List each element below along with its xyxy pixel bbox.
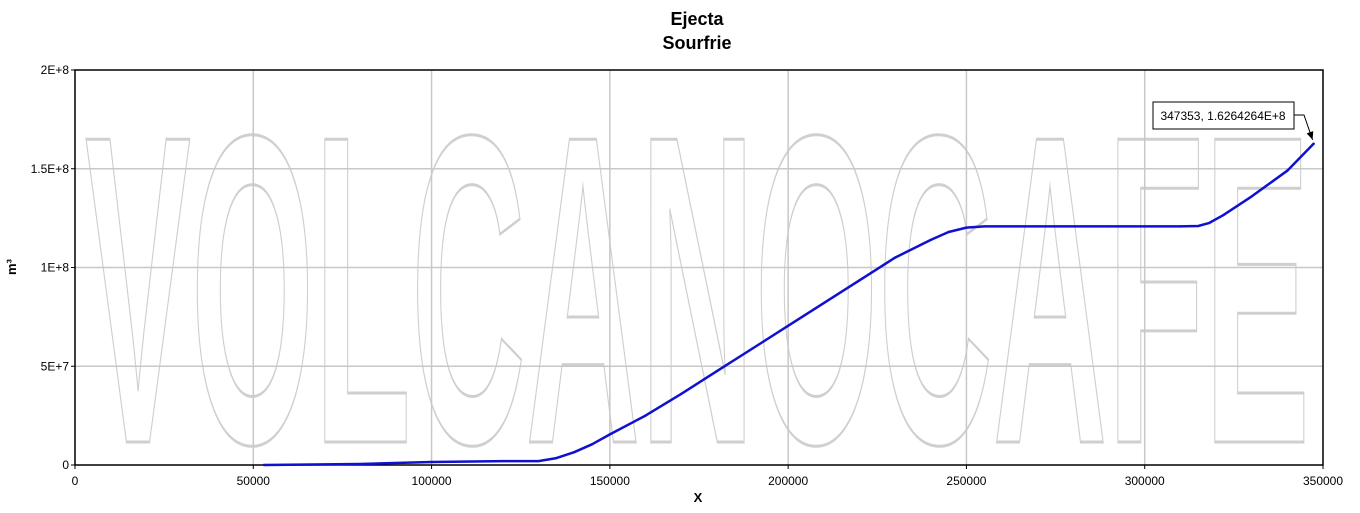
data-point xyxy=(1312,142,1315,145)
y-tick-label: 1.5E+8 xyxy=(31,162,70,176)
y-tick-label: 2E+8 xyxy=(41,63,70,77)
data-point xyxy=(359,462,362,466)
x-tick-label: 50000 xyxy=(237,474,271,488)
y-axis-label: m³ xyxy=(4,258,19,275)
x-tick-label: 0 xyxy=(72,474,79,488)
x-tick-label: 300000 xyxy=(1125,474,1165,488)
data-point xyxy=(893,256,897,259)
data-point xyxy=(983,225,986,228)
annotation: 347353, 1.6264264E+8 xyxy=(1152,101,1314,140)
x-tick-label: 250000 xyxy=(946,474,986,488)
data-point xyxy=(608,433,612,436)
data-point xyxy=(262,463,266,467)
data-point xyxy=(644,414,647,417)
series-layer xyxy=(262,142,1315,467)
data-point xyxy=(1250,195,1253,198)
data-point xyxy=(555,456,558,460)
data-point xyxy=(929,238,932,242)
x-tick-label: 200000 xyxy=(768,474,808,488)
data-point xyxy=(501,459,505,463)
data-point xyxy=(822,301,825,305)
data-point xyxy=(1179,225,1182,228)
x-axis-label: X xyxy=(694,490,703,505)
annotation-arrowhead xyxy=(1306,131,1314,140)
data-point xyxy=(1221,213,1225,217)
data-point xyxy=(965,226,968,229)
data-point xyxy=(537,459,540,463)
chart-subtitle: Sourfrie xyxy=(662,33,731,53)
series-line-0 xyxy=(262,142,1315,467)
x-tick-label: 100000 xyxy=(412,474,452,488)
annotation-label: 347353, 1.6264264E+8 xyxy=(1160,109,1285,123)
data-point xyxy=(1036,225,1039,228)
x-tick-label: 350000 xyxy=(1303,474,1343,488)
data-point xyxy=(573,450,576,454)
grid xyxy=(75,70,1323,465)
data-point xyxy=(858,279,861,282)
data-point xyxy=(679,392,683,396)
x-tick-label: 150000 xyxy=(590,474,630,488)
x-axis-ticks: 0 50000 100000 150000 200000 250000 300000 3500… xyxy=(72,465,1343,488)
data-point xyxy=(590,443,594,446)
data-point xyxy=(1207,221,1211,225)
chart-title: Ejecta xyxy=(670,9,724,29)
watermark-text: VOLCANOCAFE xyxy=(85,45,1310,513)
y-axis-ticks: 0 5E+7 1E+8 1.5E+8 2E+8 xyxy=(31,63,75,472)
data-point xyxy=(1286,169,1289,172)
data-point xyxy=(430,460,433,464)
data-point xyxy=(1107,225,1111,228)
data-point xyxy=(751,347,754,350)
y-tick-label: 1E+8 xyxy=(41,261,70,275)
data-point xyxy=(1197,224,1200,228)
y-tick-label: 0 xyxy=(62,458,69,472)
watermark: VOLCANOCAFE xyxy=(84,44,1312,513)
annotation-box xyxy=(1152,101,1295,130)
y-tick-label: 5E+7 xyxy=(41,359,70,373)
annotation-arrow xyxy=(1294,114,1314,140)
data-point xyxy=(947,230,950,234)
data-point xyxy=(786,324,790,327)
data-point xyxy=(715,369,719,373)
